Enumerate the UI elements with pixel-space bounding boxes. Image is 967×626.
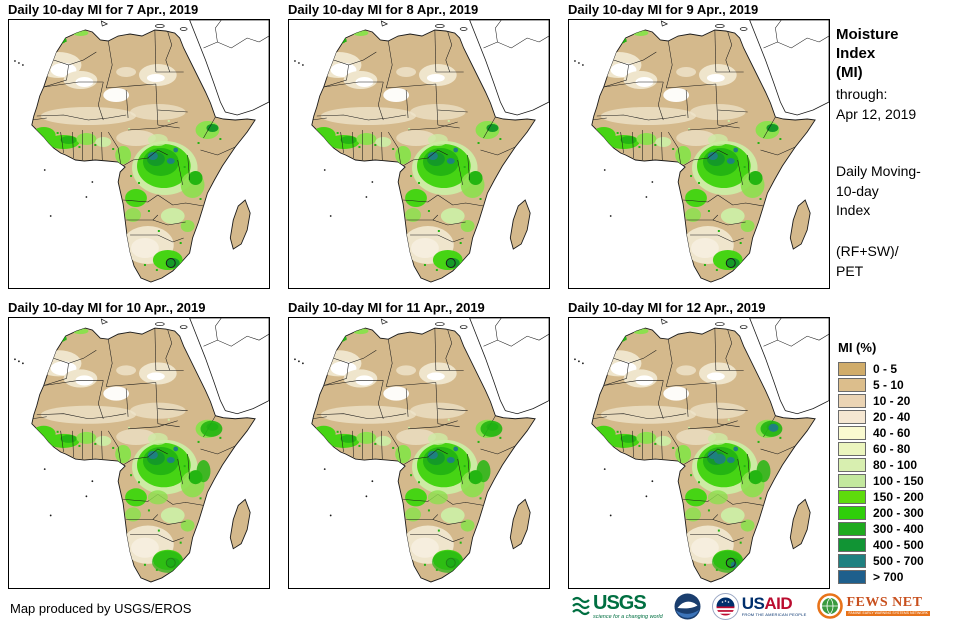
legend-swatch [838, 505, 866, 520]
africa-map [569, 20, 829, 288]
fewsnet-wordmark: FEWS NET [846, 594, 923, 610]
usgs-wordmark: USGS [593, 591, 647, 614]
usaid-wordmark: USAID [741, 594, 793, 613]
legend-item: 300 - 400 [838, 521, 965, 536]
map-panel-10apr [8, 317, 270, 589]
legend-label: 0 - 5 [873, 361, 898, 376]
panel-title-3: Daily 10-day MI for 9 Apr., 2019 [568, 2, 759, 17]
usgs-logo: USGS science for a changing world [572, 593, 663, 620]
legend-title: MI (%) [838, 340, 877, 355]
noaa-seal-icon [674, 593, 701, 619]
legend-label: 10 - 20 [873, 393, 911, 408]
noaa-logo [674, 593, 701, 620]
sidebar-heading: Moisture Index (MI) [836, 26, 899, 81]
legend-swatch [838, 569, 866, 584]
legend-item: 200 - 300 [838, 505, 965, 520]
map-panel-11apr [288, 317, 550, 589]
legend-label: 100 - 150 [873, 473, 924, 488]
africa-map [289, 318, 549, 588]
legend-swatch [838, 489, 866, 504]
legend-item: 100 - 150 [838, 473, 965, 488]
legend-label: 400 - 500 [873, 537, 924, 552]
legend-swatch [838, 473, 866, 488]
legend-swatch [838, 441, 866, 456]
panel-title-5: Daily 10-day MI for 11 Apr., 2019 [288, 300, 485, 315]
usgs-wave-icon [572, 596, 590, 616]
legend-item: 40 - 60 [838, 425, 965, 440]
legend-item: 60 - 80 [838, 441, 965, 456]
legend-label: 80 - 100 [873, 457, 918, 472]
fewsnet-logo: FEWS NET FAMINE EARLY WARNING SYSTEMS NE… [817, 593, 930, 619]
sidebar-formula: (RF+SW)/ PET [836, 243, 899, 279]
map-credit: Map produced by USGS/EROS [10, 601, 192, 616]
legend-swatch [838, 409, 866, 424]
map-panel-7apr [8, 19, 270, 289]
usaid-tagline: FROM THE AMERICAN PEOPLE [741, 612, 807, 617]
legend-label: 500 - 700 [873, 553, 924, 568]
usaid-seal-icon [711, 592, 739, 620]
africa-map [9, 20, 269, 288]
legend-item: 20 - 40 [838, 409, 965, 424]
legend-item: 10 - 20 [838, 393, 965, 408]
legend-label: 60 - 80 [873, 441, 911, 456]
legend-item: > 700 [838, 569, 965, 584]
legend-label: 5 - 10 [873, 377, 904, 392]
fewsnet-tagline: FAMINE EARLY WARNING SYSTEMS NETWORK [846, 610, 930, 617]
fewsnet-globe-icon [817, 593, 844, 619]
legend-item: 0 - 5 [838, 361, 965, 376]
legend-swatch [838, 377, 866, 392]
legend-swatch [838, 457, 866, 472]
legend-swatch [838, 553, 866, 568]
footer-logos: USGS science for a changing world [572, 590, 930, 622]
legend-label: 20 - 40 [873, 409, 911, 424]
legend-swatch [838, 521, 866, 536]
sidebar-through-date: through: Apr 12, 2019 [836, 86, 917, 122]
africa-map [289, 20, 549, 288]
legend-swatch [838, 393, 866, 408]
legend-item: 400 - 500 [838, 537, 965, 552]
legend-label: 200 - 300 [873, 505, 924, 520]
usgs-tagline: science for a changing world [593, 613, 663, 620]
legend-label: 300 - 400 [873, 521, 924, 536]
panel-title-2: Daily 10-day MI for 8 Apr., 2019 [288, 2, 479, 17]
map-panel-12apr [568, 317, 830, 589]
legend-item: 5 - 10 [838, 377, 965, 392]
map-panel-8apr [288, 19, 550, 289]
sidebar-index-description: Daily Moving- 10-day Index [836, 163, 921, 219]
legend-swatch [838, 425, 866, 440]
legend-swatch [838, 361, 866, 376]
africa-map [569, 318, 829, 588]
map-panel-9apr [568, 19, 830, 289]
legend-item: 80 - 100 [838, 457, 965, 472]
legend-swatch [838, 537, 866, 552]
panel-title-6: Daily 10-day MI for 12 Apr., 2019 [568, 300, 766, 315]
legend-label: 150 - 200 [873, 489, 924, 504]
legend-label: 40 - 60 [873, 425, 911, 440]
legend-item: 500 - 700 [838, 553, 965, 568]
panel-title-1: Daily 10-day MI for 7 Apr., 2019 [8, 2, 199, 17]
africa-map [9, 318, 269, 588]
panel-title-4: Daily 10-day MI for 10 Apr., 2019 [8, 300, 206, 315]
legend-label: > 700 [873, 569, 904, 584]
usaid-logo: USAID FROM THE AMERICAN PEOPLE [711, 592, 807, 620]
legend-item: 150 - 200 [838, 489, 965, 504]
